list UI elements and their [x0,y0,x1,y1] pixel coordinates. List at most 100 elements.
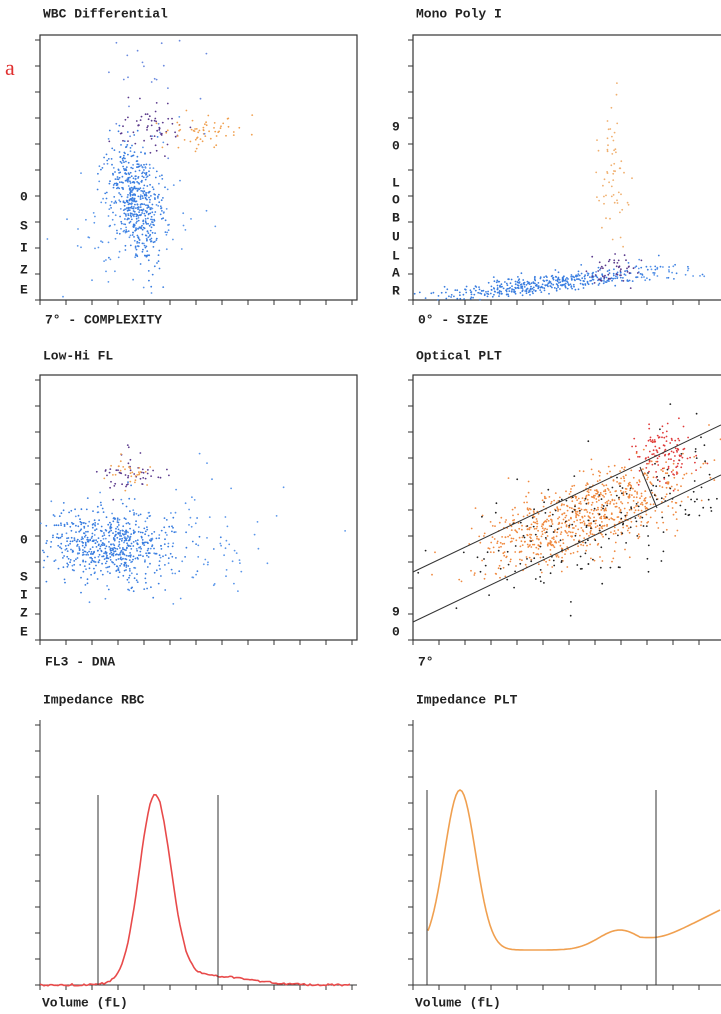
event-dot [486,551,489,554]
event-dot [129,535,132,538]
event-dot [141,195,144,198]
event-dot [109,548,112,550]
event-dot [450,294,453,296]
event-dot [91,532,94,535]
event-dot [629,489,631,492]
event-dot [117,524,120,526]
event-dot [127,185,130,187]
event-dot [128,187,131,190]
event-dot [144,559,146,562]
event-dot [120,227,122,230]
event-dot [671,271,673,274]
event-dot [667,481,670,484]
event-dot [608,269,611,272]
event-dot [635,451,638,453]
event-dot [568,506,571,509]
event-dot [163,517,166,519]
event-dot [484,564,487,567]
event-dot [127,565,130,567]
event-dot [533,557,536,560]
event-dot [61,551,64,554]
event-dot [670,437,673,440]
event-dot [123,212,126,215]
event-dot [147,212,150,215]
event-dot [123,154,125,157]
event-dot [154,144,157,147]
event-dot [453,295,455,298]
event-dot [128,105,130,108]
event-dot [571,500,574,503]
event-dot [585,549,587,552]
event-dot [98,559,101,562]
event-dot [610,195,613,198]
event-dot [596,525,599,527]
event-dot [141,175,144,178]
event-dot [155,552,158,555]
event-dot [613,499,616,502]
event-dot [184,556,187,558]
event-dot [129,458,132,461]
event-dot [528,281,530,284]
event-dot [638,479,641,481]
event-dot [604,513,606,516]
event-dot [686,457,689,460]
event-dot [127,466,130,468]
event-dot [514,283,517,285]
event-dot [125,566,128,568]
event-dot [81,541,83,543]
event-dot [532,521,535,523]
event-dot [424,549,427,552]
event-dot [65,547,68,550]
event-dot [147,552,150,555]
event-dot [165,519,168,521]
event-dot [218,130,221,133]
event-dot [162,64,165,67]
event-dot [158,267,161,270]
event-dot [109,559,112,561]
event-dot [69,542,71,545]
event-dot [496,284,499,287]
event-dot [100,168,102,171]
event-dot [117,528,120,531]
event-dot [74,508,76,511]
event-dot [130,548,133,550]
event-dot [135,120,138,122]
event-dot [146,113,149,115]
event-dot [573,484,576,487]
event-dot [185,109,188,112]
event-dot [133,223,136,226]
event-dot [596,139,598,142]
event-dot [607,499,610,502]
event-dot [603,280,605,282]
event-dot [526,508,529,511]
event-dot [669,403,672,405]
event-dot [612,533,615,535]
event-dot [499,567,502,570]
event-dot [122,551,124,554]
event-dot [446,288,449,291]
event-dot [476,556,479,559]
event-dot [649,436,652,439]
event-dot [642,525,645,527]
event-dot [550,518,553,521]
event-dot [616,276,619,279]
event-dot [555,279,557,282]
event-dot [126,144,129,146]
event-dot [133,199,136,202]
event-dot [682,477,684,480]
event-dot [662,431,664,434]
event-dot [167,545,170,548]
event-dot [638,535,641,538]
event-dot [622,245,624,248]
event-dot [127,76,129,79]
event-dot [133,193,136,196]
event-dot [636,535,639,537]
event-dot [694,461,696,464]
event-dot [127,179,130,181]
event-dot [126,542,128,545]
event-dot [683,473,686,476]
event-dot [654,440,657,443]
event-dot [164,219,167,222]
event-dot [670,471,673,473]
